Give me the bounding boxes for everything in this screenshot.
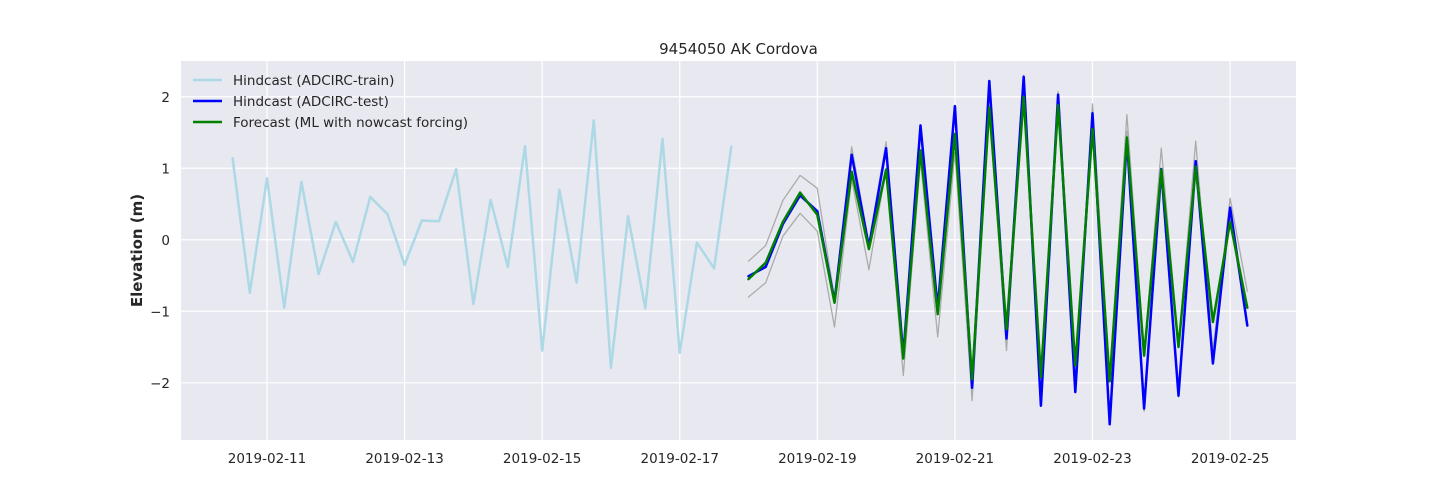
x-tick-label: 2019-02-19	[778, 451, 856, 467]
y-tick-label: 2	[161, 90, 170, 106]
legend-label: Hindcast (ADCIRC-test)	[233, 94, 389, 110]
y-tick-label: 0	[161, 233, 170, 249]
x-axis: 2019-02-11 2019-02-13 2019-02-15 2019-02-17…	[228, 451, 1270, 467]
legend-label: Forecast (ML with nowcast forcing)	[233, 115, 468, 131]
series-line-0	[231, 119, 733, 370]
x-tick-label: 2019-02-13	[365, 451, 443, 467]
legend: Hindcast (ADCIRC-train) Hindcast (ADCIRC-…	[193, 73, 468, 131]
series-line-4	[747, 95, 1249, 383]
series-layer	[231, 74, 1249, 426]
y-tick-label: −1	[150, 304, 170, 320]
legend-label: Hindcast (ADCIRC-train)	[233, 73, 394, 89]
x-tick-label: 2019-02-17	[641, 451, 719, 467]
x-tick-label: 2019-02-21	[916, 451, 994, 467]
y-axis-label: Elevation (m)	[128, 194, 146, 307]
x-tick-label: 2019-02-11	[228, 451, 306, 467]
y-axis: −2 −1 0 1 2	[150, 90, 170, 392]
y-tick-label: 1	[161, 161, 170, 177]
grid	[181, 61, 1296, 440]
x-tick-label: 2019-02-25	[1191, 451, 1269, 467]
x-tick-label: 2019-02-23	[1053, 451, 1131, 467]
chart-title: 9454050 AK Cordova	[659, 40, 818, 58]
y-tick-label: −2	[150, 376, 170, 392]
x-tick-label: 2019-02-15	[503, 451, 581, 467]
